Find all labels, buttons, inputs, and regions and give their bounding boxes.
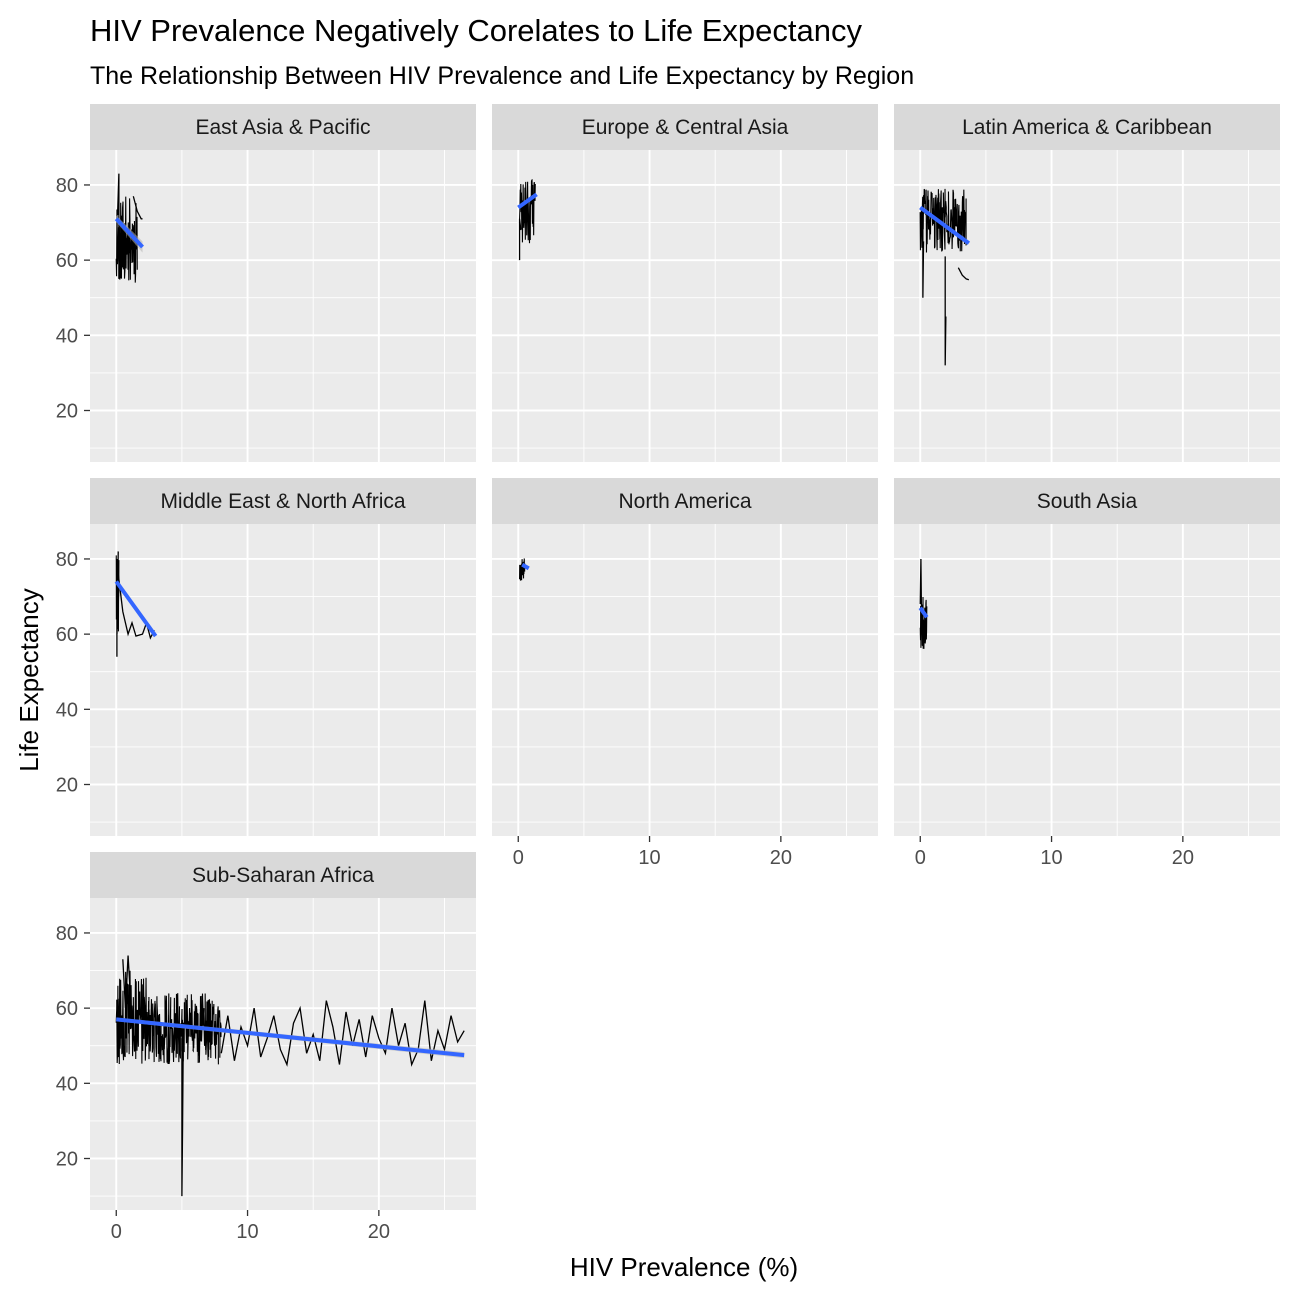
panel-bg-north-america <box>492 524 878 836</box>
y-tick-label: 40 <box>56 325 78 347</box>
strip-label-south-asia: South Asia <box>1037 490 1138 513</box>
x-tick-label: 20 <box>770 847 792 869</box>
series-line-sub-saharan-africa-0 <box>122 955 132 1009</box>
strip-label-europe-and-central-asia: Europe & Central Asia <box>582 116 789 139</box>
x-tick-label: 0 <box>513 847 524 869</box>
y-tick-label: 80 <box>56 175 78 197</box>
facet-panels: East Asia & Pacific 20 40 60 80 Europe & Cent… <box>56 104 1280 1243</box>
facet-north-america: North America 0 10 20 <box>492 478 878 869</box>
trend-line-north-america <box>521 562 530 571</box>
trend-line-sub-saharan-africa <box>116 1017 465 1058</box>
panel-bg-south-asia <box>894 524 1280 836</box>
strip-label-north-america: North America <box>618 490 751 513</box>
y-tick-label: 60 <box>56 624 78 646</box>
x-tick-label: 20 <box>1172 847 1194 869</box>
panel-bg-east-asia-and-pacific <box>90 150 476 462</box>
grid-middle-east-and-north-africa <box>90 524 476 836</box>
trend-line-latin-america-and-caribbean <box>919 205 971 245</box>
trend-line-east-asia-and-pacific <box>114 217 144 249</box>
strip-latin-america-and-caribbean <box>894 104 1280 150</box>
y-tick-label: 80 <box>56 549 78 571</box>
x-tick-label: 0 <box>111 1221 122 1243</box>
strip-middle-east-and-north-africa <box>90 478 476 524</box>
series-line-sub-saharan-africa-2 <box>220 1000 465 1067</box>
series-line-middle-east-and-north-africa-0 <box>116 551 119 657</box>
series-line-middle-east-and-north-africa-1 <box>117 573 155 640</box>
data-latin-america-and-caribbean <box>919 188 971 366</box>
series-line-texture-north-america <box>519 558 526 581</box>
series-line-sub-saharan-africa-1 <box>181 1038 184 1197</box>
strip-europe-and-central-asia <box>492 104 878 150</box>
strip-sub-saharan-africa <box>90 852 476 898</box>
x-tick-label: 10 <box>236 1221 258 1243</box>
series-line-texture-sub-saharan-africa <box>148 993 222 1065</box>
trend-line-middle-east-and-north-africa <box>114 580 158 638</box>
y-tick-label: 60 <box>56 998 78 1020</box>
series-line-south-asia-0 <box>919 558 923 623</box>
series-line-east-asia-and-pacific-1 <box>132 196 143 220</box>
facet-east-asia-and-pacific: East Asia & Pacific 20 40 60 80 <box>56 104 476 462</box>
x-tick-label: 0 <box>915 847 926 869</box>
y-axis-title: Life Expectancy <box>14 588 44 772</box>
strip-south-asia <box>894 478 1280 524</box>
facet-middle-east-and-north-africa: Middle East & North Africa 20 40 60 80 <box>56 478 476 836</box>
panel-bg-latin-america-and-caribbean <box>894 150 1280 462</box>
trend-line-europe-and-central-asia <box>517 192 538 210</box>
series-line-texture-east-asia-and-pacific <box>115 196 138 283</box>
data-south-asia <box>918 558 929 649</box>
grid-east-asia-and-pacific <box>90 150 476 462</box>
data-middle-east-and-north-africa <box>114 551 158 657</box>
panel-bg-europe-and-central-asia <box>492 150 878 462</box>
y-tick-label: 20 <box>56 401 78 423</box>
chart-title: HIV Prevalence Negatively Corelates to L… <box>90 13 862 48</box>
series-line-texture-europe-and-central-asia <box>518 179 536 244</box>
facet-latin-america-and-caribbean: Latin America & Caribbean <box>894 104 1280 462</box>
grid-north-america <box>492 524 878 836</box>
facet-europe-and-central-asia: Europe & Central Asia <box>492 104 878 462</box>
data-east-asia-and-pacific <box>114 173 144 283</box>
y-tick-label: 80 <box>56 923 78 945</box>
trend-line-south-asia <box>918 606 929 619</box>
series-line-latin-america-and-caribbean-1 <box>944 256 947 366</box>
series-line-latin-america-and-caribbean-2 <box>957 267 970 281</box>
series-line-texture-latin-america-and-caribbean <box>919 188 967 253</box>
x-tick-label: 20 <box>368 1221 390 1243</box>
panel-bg-middle-east-and-north-africa <box>90 524 476 836</box>
grid-europe-and-central-asia <box>492 150 878 462</box>
y-tick-label: 40 <box>56 699 78 721</box>
data-north-america <box>519 558 530 581</box>
series-line-texture-sub-saharan-africa <box>115 970 150 1065</box>
y-tick-label: 20 <box>56 775 78 797</box>
y-tick-label: 60 <box>56 250 78 272</box>
series-line-europe-and-central-asia-0 <box>518 218 522 261</box>
y-tick-label: 40 <box>56 1073 78 1095</box>
x-tick-label: 10 <box>1040 847 1062 869</box>
data-sub-saharan-africa <box>115 955 465 1197</box>
facet-south-asia: South Asia 0 10 20 <box>894 478 1280 869</box>
x-tick-label: 10 <box>638 847 660 869</box>
strip-label-latin-america-and-caribbean: Latin America & Caribbean <box>962 116 1212 139</box>
strip-label-east-asia-and-pacific: East Asia & Pacific <box>195 116 370 139</box>
data-europe-and-central-asia <box>517 179 538 261</box>
strip-label-sub-saharan-africa: Sub-Saharan Africa <box>192 864 374 887</box>
strip-north-america <box>492 478 878 524</box>
grid-latin-america-and-caribbean <box>894 150 1280 462</box>
strip-label-middle-east-and-north-africa: Middle East & North Africa <box>160 490 405 513</box>
series-line-latin-america-and-caribbean-0 <box>922 215 925 298</box>
series-line-east-asia-and-pacific-0 <box>116 173 120 279</box>
chart-subtitle: The Relationship Between HIV Prevalence … <box>90 62 914 90</box>
facet-sub-saharan-africa: Sub-Saharan Africa 20 40 60 80 0 10 20 <box>56 852 476 1243</box>
strip-east-asia-and-pacific <box>90 104 476 150</box>
y-tick-label: 20 <box>56 1149 78 1171</box>
x-axis-title: HIV Prevalence (%) <box>570 1252 798 1282</box>
